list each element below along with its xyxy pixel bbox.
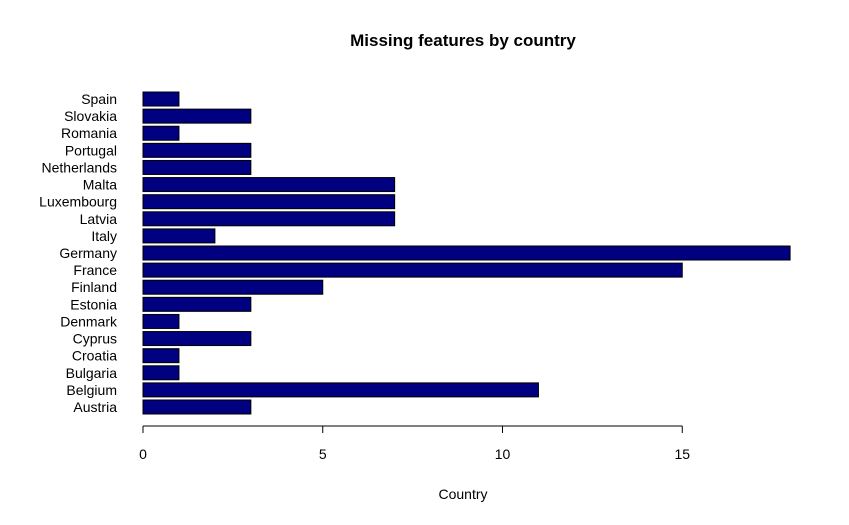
x-axis: 0 5 10 15 (139, 425, 690, 462)
category-label-spain: Spain (81, 91, 117, 107)
bar-bulgaria (142, 365, 180, 381)
bar-malta (142, 177, 396, 193)
category-label-france: France (73, 262, 117, 278)
category-label-estonia: Estonia (70, 296, 117, 312)
category-label-slovakia: Slovakia (64, 108, 117, 124)
category-label-luxembourg: Luxembourg (39, 194, 117, 210)
category-label-cyprus: Cyprus (73, 331, 117, 347)
x-tick-label-5: 5 (319, 446, 327, 462)
bar-france (142, 262, 683, 278)
x-tick-label-15: 15 (674, 446, 690, 462)
bar-luxembourg (142, 194, 396, 210)
category-label-austria: Austria (73, 399, 117, 415)
bar-denmark (142, 313, 180, 329)
bar-cyprus (142, 331, 252, 347)
category-label-bulgaria: Bulgaria (66, 365, 118, 381)
category-label-latvia: Latvia (80, 211, 118, 227)
x-tick-label-0: 0 (139, 446, 147, 462)
bar-austria (142, 399, 252, 415)
category-label-croatia: Croatia (72, 348, 117, 364)
bar-estonia (142, 296, 252, 312)
bar-romania (142, 125, 180, 141)
bar-italy (142, 228, 216, 244)
bar-belgium (142, 382, 539, 398)
bar-latvia (142, 211, 396, 227)
category-label-netherlands: Netherlands (42, 159, 118, 175)
category-label-malta: Malta (83, 177, 117, 193)
bar-germany (142, 245, 791, 261)
bar-slovakia (142, 108, 252, 124)
bar-portugal (142, 142, 252, 158)
category-label-denmark: Denmark (60, 313, 118, 329)
bars-group (142, 91, 791, 415)
category-label-belgium: Belgium (66, 382, 117, 398)
chart-title: Missing features by country (350, 31, 576, 50)
x-tick-label-10: 10 (495, 446, 511, 462)
bar-netherlands (142, 159, 252, 175)
category-label-romania: Romania (61, 125, 117, 141)
bar-croatia (142, 348, 180, 364)
category-label-italy: Italy (91, 228, 117, 244)
category-label-germany: Germany (59, 245, 117, 261)
bar-spain (142, 91, 180, 107)
bar-finland (142, 279, 324, 295)
x-axis-title: Country (438, 486, 487, 502)
category-label-portugal: Portugal (65, 142, 117, 158)
category-label-finland: Finland (71, 279, 117, 295)
